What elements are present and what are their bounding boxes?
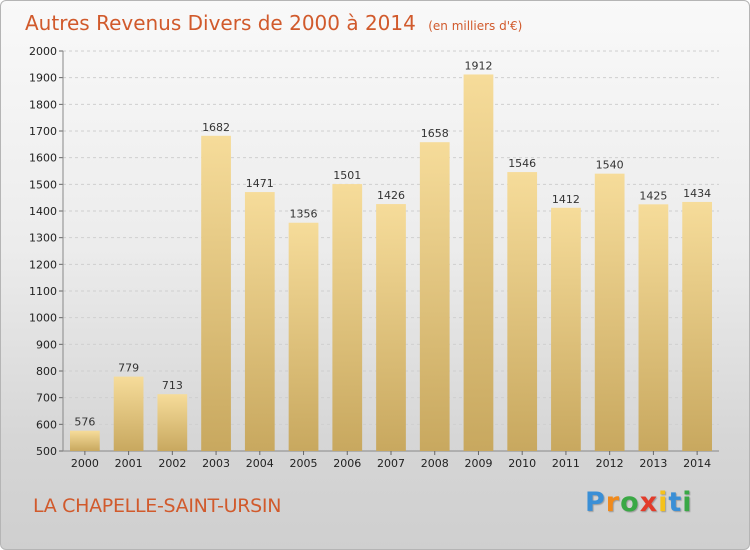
data-label: 1426 (377, 189, 405, 202)
logo-letter: i (682, 487, 693, 518)
x-tick-label: 2013 (639, 457, 667, 470)
y-tick-label: 1700 (29, 125, 57, 138)
x-tick-label: 2011 (552, 457, 580, 470)
chart-subtitle: (en milliers d'€) (428, 19, 522, 33)
bar-2010 (507, 172, 538, 452)
x-tick-label: 2009 (464, 457, 492, 470)
x-tick-label: 2014 (683, 457, 711, 470)
logo-letter: P (585, 487, 606, 518)
bar-2014 (682, 201, 713, 451)
x-tick-label: 2003 (202, 457, 230, 470)
bar-2002 (157, 394, 188, 451)
x-tick-label: 2001 (115, 457, 143, 470)
proxiti-logo: Proxiti (585, 487, 693, 518)
y-tick-label: 800 (36, 365, 57, 378)
data-label: 1356 (290, 208, 318, 221)
logo-letter: x (639, 487, 659, 518)
bar-2006 (332, 184, 363, 452)
logo-letter: t (668, 487, 683, 518)
x-tick-label: 2005 (290, 457, 318, 470)
data-label: 1912 (464, 59, 492, 72)
y-tick-label: 900 (36, 338, 57, 351)
bar-2003 (201, 135, 231, 452)
data-label: 1434 (683, 187, 711, 200)
logo-letter: i (658, 487, 669, 518)
x-tick-label: 2010 (508, 457, 536, 470)
y-tick-label: 1400 (29, 205, 57, 218)
bar-2000 (69, 430, 100, 451)
data-label: 1658 (421, 127, 449, 140)
bar-2007 (376, 204, 406, 451)
bar-2009 (463, 74, 494, 451)
data-label: 1501 (333, 169, 361, 182)
y-tick-label: 1100 (29, 285, 57, 298)
data-label: 1471 (246, 177, 274, 190)
x-axis-ticks: 2000 2001 2002 2003 2004 2005 2006 2007 2008 2009… (71, 451, 711, 470)
y-tick-label: 1300 (29, 232, 57, 245)
y-tick-label: 2000 (29, 45, 57, 58)
y-tick-label: 1800 (29, 98, 57, 111)
bar-2004 (244, 192, 275, 452)
bar-2008 (419, 142, 450, 451)
data-label: 713 (162, 379, 183, 392)
x-tick-label: 2000 (71, 457, 99, 470)
data-label: 1425 (639, 189, 667, 202)
bar-2012 (594, 173, 625, 451)
y-tick-label: 600 (36, 418, 57, 431)
data-label: 576 (74, 416, 95, 429)
x-tick-label: 2008 (421, 457, 449, 470)
bar-2001 (113, 376, 144, 451)
y-tick-label: 1200 (29, 258, 57, 271)
x-tick-label: 2002 (158, 457, 186, 470)
data-label: 779 (118, 362, 139, 375)
x-tick-label: 2006 (333, 457, 361, 470)
x-tick-label: 2012 (596, 457, 624, 470)
x-tick-label: 2004 (246, 457, 274, 470)
y-tick-label: 1900 (29, 72, 57, 85)
y-tick-label: 1500 (29, 178, 57, 191)
y-tick-label: 500 (36, 445, 57, 458)
bar-2013 (638, 204, 669, 451)
bar-2005 (288, 222, 319, 451)
y-tick-label: 700 (36, 392, 57, 405)
bar-2011 (551, 207, 581, 451)
y-axis-ticks: 500 600 700 800 900 1000 1100 1200 1300 1400 1500 1… (29, 45, 719, 458)
x-tick-label: 2007 (377, 457, 405, 470)
y-tick-label: 1000 (29, 312, 57, 325)
chart-title: Autres Revenus Divers de 2000 à 2014 (en… (25, 11, 522, 35)
data-label: 1540 (596, 159, 624, 172)
data-label: 1682 (202, 121, 230, 134)
location-name: LA CHAPELLE-SAINT-URSIN (33, 495, 282, 517)
logo-letter: o (620, 487, 640, 518)
logo-letter: r (605, 487, 621, 518)
data-label: 1412 (552, 193, 580, 206)
data-label: 1546 (508, 157, 536, 170)
bars: 576 779 713 1682 1471 1356 1501 1426 1658 1912 154… (69, 59, 713, 452)
y-tick-label: 1600 (29, 152, 57, 165)
